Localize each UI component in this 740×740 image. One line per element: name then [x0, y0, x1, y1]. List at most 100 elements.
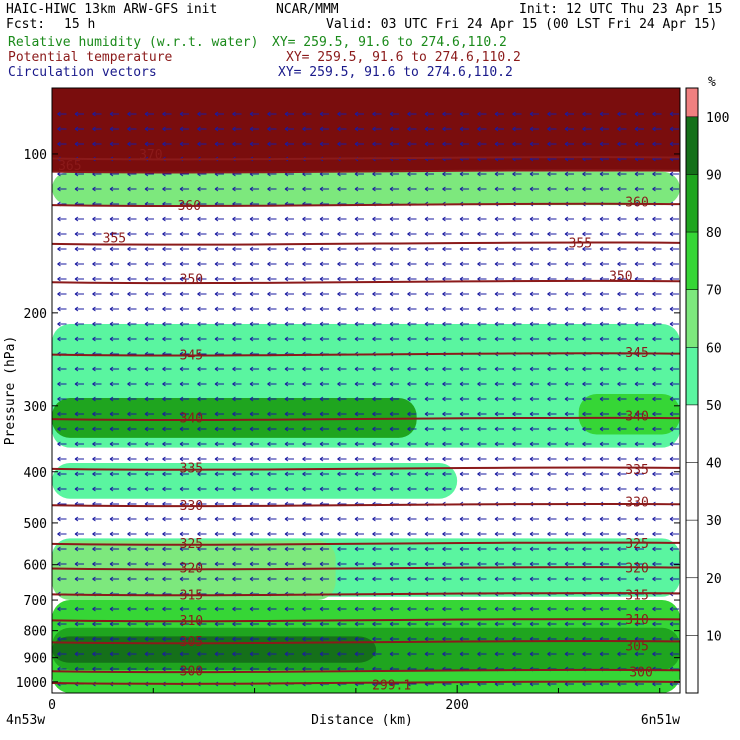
circulation-vector [669, 261, 679, 267]
circulation-vector [547, 576, 557, 582]
circulation-vector [407, 546, 417, 552]
theta-label: 335 [180, 462, 203, 477]
circulation-vector [109, 216, 119, 222]
circulation-vector [564, 171, 574, 177]
circulation-vector [197, 651, 207, 657]
circulation-vector [529, 546, 539, 552]
circulation-vector [599, 531, 609, 537]
circulation-vector [74, 636, 84, 642]
circulation-vector [477, 471, 487, 477]
circulation-vector [214, 276, 224, 282]
circulation-vector [477, 546, 487, 552]
circulation-vector [599, 306, 609, 312]
circulation-vector [372, 621, 382, 627]
circulation-vector [267, 546, 277, 552]
circulation-vector [529, 306, 539, 312]
circulation-vector [57, 186, 67, 192]
circulation-vector [477, 576, 487, 582]
circulation-vector [617, 441, 627, 447]
circulation-vector [337, 441, 347, 447]
circulation-vector [319, 231, 329, 237]
circulation-vector [92, 636, 102, 642]
circulation-vector [652, 426, 662, 432]
circulation-vector [284, 216, 294, 222]
circulation-vector [442, 321, 452, 327]
circulation-vector [302, 381, 312, 387]
circulation-vector [267, 261, 277, 267]
circulation-vector [442, 111, 452, 117]
circulation-vector [617, 396, 627, 402]
circulation-vector [109, 396, 119, 402]
circulation-vector [354, 606, 364, 612]
circulation-vector [162, 531, 172, 537]
circulation-vector [57, 636, 67, 642]
circulation-vector [617, 171, 627, 177]
circulation-vector [389, 471, 399, 477]
circulation-vector [459, 186, 469, 192]
circulation-vector [267, 486, 277, 492]
circulation-vector [512, 291, 522, 297]
theta-label: 330 [625, 495, 648, 510]
circulation-vector [599, 426, 609, 432]
circulation-vector [529, 141, 539, 147]
circulation-vector [57, 291, 67, 297]
circulation-vector [372, 561, 382, 567]
circulation-vector [547, 306, 557, 312]
circulation-vector [389, 171, 399, 177]
circulation-vector [564, 606, 574, 612]
circulation-vector [92, 606, 102, 612]
circulation-vector [302, 456, 312, 462]
circulation-vector [599, 471, 609, 477]
circulation-vector [512, 441, 522, 447]
circulation-vector [459, 396, 469, 402]
circulation-vector [284, 231, 294, 237]
circulation-vector [92, 441, 102, 447]
circulation-vector [214, 141, 224, 147]
circulation-vector [424, 531, 434, 537]
circulation-vector [547, 216, 557, 222]
y-tick-label: 300 [24, 400, 47, 415]
circulation-vector [109, 261, 119, 267]
circulation-vector [582, 261, 592, 267]
circulation-vector [302, 516, 312, 522]
circulation-vector [389, 651, 399, 657]
circulation-vector [389, 231, 399, 237]
circulation-vector [92, 396, 102, 402]
circulation-vector [197, 636, 207, 642]
theta-label: 330 [180, 499, 203, 514]
circulation-vector [529, 171, 539, 177]
colorbar-tick-label: 20 [706, 572, 722, 587]
circulation-vector [669, 396, 679, 402]
circulation-vector [407, 321, 417, 327]
circulation-vector [144, 321, 154, 327]
circulation-vector [634, 456, 644, 462]
circulation-vector [599, 321, 609, 327]
circulation-vector [389, 306, 399, 312]
circulation-vector [424, 651, 434, 657]
colorbar-tick-label: 70 [706, 284, 722, 299]
circulation-vector [319, 306, 329, 312]
circulation-vector [652, 336, 662, 342]
circulation-vector [564, 396, 574, 402]
circulation-vector [232, 396, 242, 402]
circulation-vector [214, 336, 224, 342]
circulation-vector [407, 486, 417, 492]
circulation-vector [389, 396, 399, 402]
circulation-vector [74, 621, 84, 627]
circulation-vector [92, 651, 102, 657]
colorbar-band-4 [686, 174, 698, 233]
circulation-vector [319, 261, 329, 267]
circulation-vector [74, 366, 84, 372]
circulation-vector [617, 291, 627, 297]
circulation-vector [459, 651, 469, 657]
circulation-vector [564, 216, 574, 222]
circulation-vector [109, 276, 119, 282]
colorbar-tick-label: 30 [706, 514, 722, 529]
circulation-vector [337, 186, 347, 192]
circulation-vector [249, 651, 259, 657]
circulation-vector [407, 396, 417, 402]
circulation-vector [442, 291, 452, 297]
circulation-vector [74, 486, 84, 492]
circulation-vector [354, 651, 364, 657]
circulation-vector [459, 621, 469, 627]
